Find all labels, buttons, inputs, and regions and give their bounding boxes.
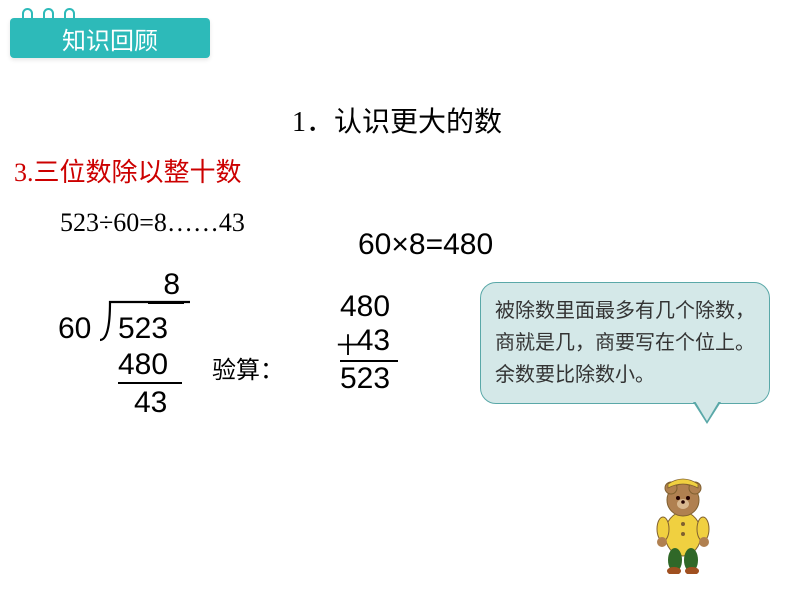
spiral-ring-icon <box>22 8 33 28</box>
spiral-binding <box>22 8 75 28</box>
addition-result: 523 <box>340 362 398 396</box>
spiral-ring-icon <box>64 8 75 28</box>
product-line: 480 <box>118 348 182 384</box>
banner-label: 知识回顾 <box>62 21 158 56</box>
addition-addend-row: ＋ 43 <box>340 324 398 362</box>
division-equation: 523÷60=8……43 <box>60 208 245 238</box>
addition-top: 480 <box>340 290 398 324</box>
check-label: 验算： <box>212 350 284 385</box>
section-subtitle: 3.三位数除以整十数 <box>14 152 242 189</box>
speech-tail-icon <box>695 401 719 421</box>
check-multiplication: 60×8=480 <box>358 228 493 262</box>
spiral-ring-icon <box>43 8 54 28</box>
dividend: 523 <box>118 312 168 346</box>
addition-check: 480 ＋ 43 523 <box>340 290 398 396</box>
divisor: 60 <box>58 312 91 346</box>
page-title: 1．认识更大的数 <box>0 100 794 140</box>
quotient: 8 <box>148 268 184 304</box>
banner-wrapper: 知识回顾 <box>10 18 210 58</box>
plus-sign: ＋ <box>334 324 362 364</box>
speech-text: 被除数里面最多有几个除数，商就是几，商要写在个位上。余数要比除数小。 <box>495 300 755 386</box>
remainder: 43 <box>134 386 167 420</box>
teacher-speech-bubble: 被除数里面最多有几个除数，商就是几，商要写在个位上。余数要比除数小。 <box>480 282 770 404</box>
bear-character-icon <box>648 474 718 574</box>
